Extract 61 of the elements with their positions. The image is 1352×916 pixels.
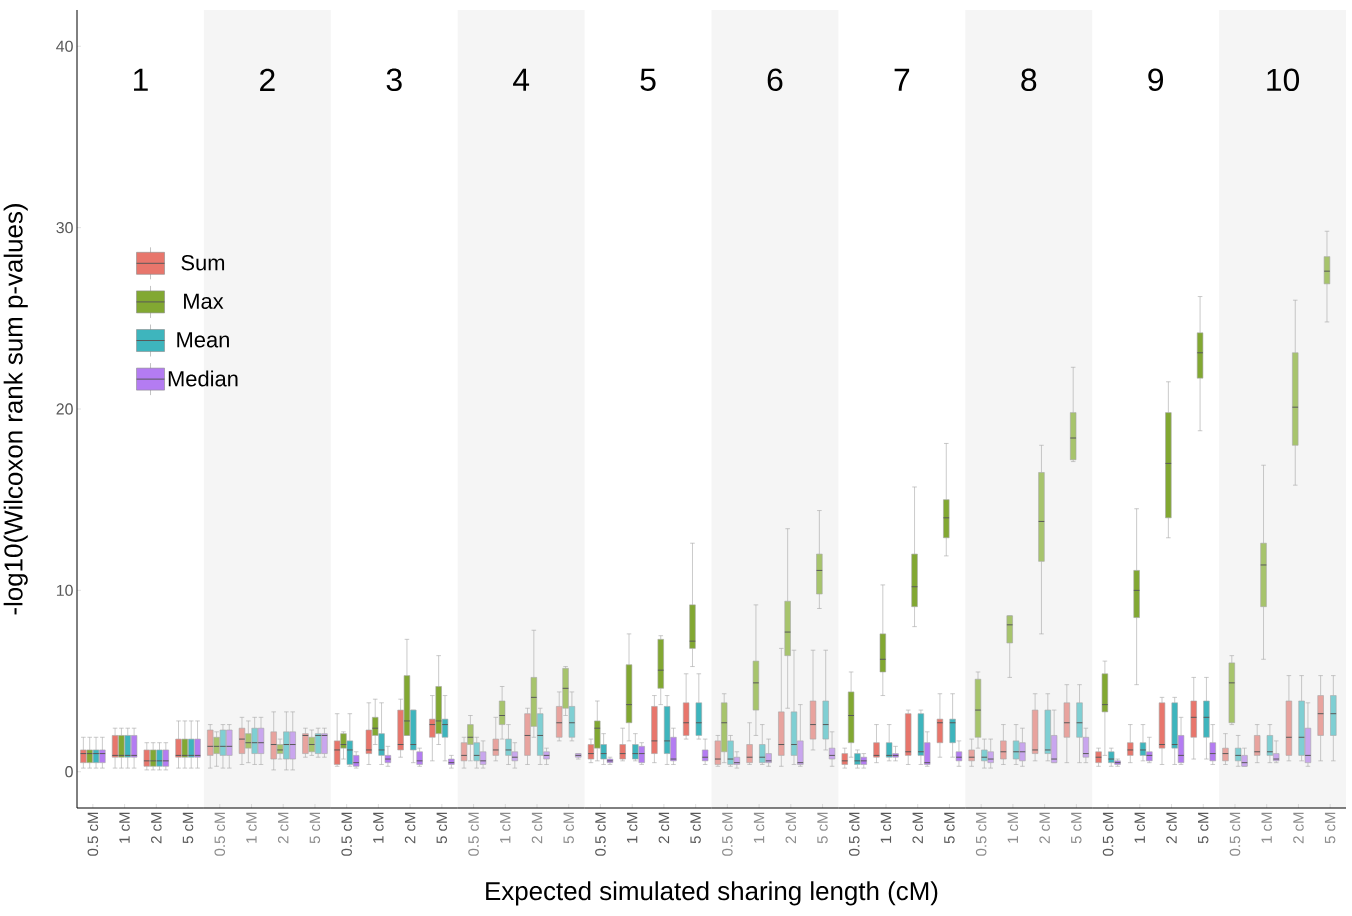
x-axis-title: Expected simulated sharing length (cM): [486, 881, 938, 906]
y-tick-label: 0: [65, 766, 73, 778]
x-tick-label: 5 cM: [1324, 812, 1336, 844]
x-tick-label: 0.5 cM: [975, 812, 987, 856]
text: 2: [260, 68, 275, 91]
x-tick-label: 0.5 cM: [341, 812, 352, 856]
x-tick-label: 5 cM: [690, 812, 701, 844]
x-tick-label: 2 cM: [277, 812, 289, 844]
x-tick-label: 0.5 cM: [468, 812, 479, 856]
x-tick-label: 1 cM: [1007, 812, 1019, 843]
y-tick-label: 20: [56, 403, 73, 415]
x-tick-label: 1 cM: [753, 812, 765, 843]
text: 1: [134, 68, 148, 91]
x-tick-label: 0.5 cM: [87, 812, 99, 856]
legend-label: Mean: [177, 332, 229, 348]
x-tick-label: 0.5 cM: [1229, 812, 1241, 856]
legend-label: Max: [184, 293, 224, 309]
text: 4: [513, 68, 530, 91]
x-tick-label: 0.5 cM: [848, 812, 860, 856]
text: 9: [1148, 68, 1164, 92]
y-tick-label: 30: [56, 221, 73, 234]
x-tick-label: 1 cM: [880, 812, 892, 843]
y-tick-label: 10: [56, 584, 73, 596]
y-axis-title: -log10(Wilcoxon rank sum p-values): [3, 204, 28, 615]
x-tick-label: 0.5 cM: [214, 812, 226, 856]
y-tick-label: 40: [56, 40, 73, 52]
x-tick-label: 5 cM: [309, 812, 321, 844]
text: 8: [1021, 68, 1037, 92]
x-tick-label: 1 cM: [119, 812, 130, 843]
x-tick-label: 1 cM: [1261, 812, 1272, 843]
text: 10: [1267, 68, 1300, 92]
x-tick-label: 5 cM: [436, 812, 448, 844]
x-tick-label: 0.5 cM: [722, 812, 733, 856]
x-tick-label: 5 cM: [1198, 812, 1209, 844]
x-tick-label: 5 cM: [944, 812, 955, 844]
legend-label: Median: [168, 370, 238, 387]
x-tick-label: 1 cM: [500, 812, 511, 843]
x-tick-label: 2 cM: [1293, 812, 1304, 844]
text: 5: [640, 68, 656, 91]
x-tick-label: 2 cM: [531, 812, 543, 844]
text: 7: [894, 68, 910, 91]
x-tick-label: 0.5 cM: [595, 812, 606, 856]
x-tick-label: 2 cM: [1039, 812, 1050, 844]
x-tick-label: 5 cM: [817, 812, 828, 844]
text: 6: [767, 68, 783, 92]
x-tick-label: 2 cM: [658, 812, 670, 844]
x-tick-label: 1 cM: [1134, 812, 1146, 843]
legend-label: Sum: [181, 254, 225, 271]
x-tick-label: 2 cM: [912, 812, 924, 844]
x-tick-label: 2 cM: [1166, 812, 1177, 844]
x-tick-label: 1 cM: [246, 812, 257, 843]
text: 3: [386, 68, 402, 92]
x-tick-label: 1 cM: [373, 812, 384, 843]
x-tick-label: 2 cM: [785, 812, 797, 844]
x-tick-label: 2 cM: [404, 812, 416, 844]
x-tick-label: 5 cM: [1071, 812, 1082, 844]
x-tick-label: 0.5 cM: [1102, 812, 1114, 856]
x-tick-label: 5 cM: [563, 812, 574, 844]
x-tick-label: 2 cM: [151, 812, 162, 844]
x-tick-label: 5 cM: [182, 812, 194, 844]
x-tick-label: 1 cM: [626, 812, 638, 843]
